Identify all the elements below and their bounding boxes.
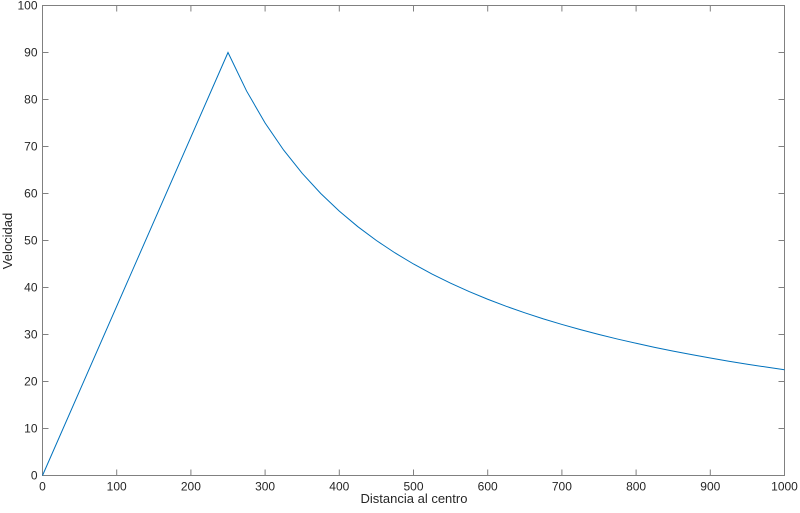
x-axis-label: Distancia al centro (361, 491, 468, 506)
y-tick-label: 40 (24, 281, 38, 295)
x-tick-label: 200 (181, 480, 201, 494)
y-tick-label: 100 (17, 0, 37, 13)
y-tick-label: 60 (24, 187, 38, 201)
axes: 0 100 200 300 400 500 600 700 800 900 1000 0 10 20 30 4… (17, 0, 798, 494)
x-tick-label: 900 (700, 480, 720, 494)
plot-lines (42, 51, 785, 476)
x-tick-label: 1000 (771, 480, 798, 494)
x-tick-label: 800 (626, 480, 646, 494)
x-tick-label: 700 (552, 480, 572, 494)
x-tick-label: 300 (255, 480, 275, 494)
y-tick-label: 70 (24, 140, 38, 154)
y-tick-label: 0 (31, 469, 38, 483)
y-tick-label: 90 (24, 46, 38, 60)
y-tick-label: 80 (24, 93, 38, 107)
x-tick-label: 600 (478, 480, 498, 494)
x-tick-label: 500 (403, 480, 423, 494)
y-tick-label: 30 (24, 328, 38, 342)
x-tick-label: 100 (107, 480, 127, 494)
x-tick-label: 0 (39, 480, 46, 494)
axes-box (42, 5, 785, 476)
y-tick-label: 10 (24, 422, 38, 436)
y-axis-label: Velocidad (0, 213, 15, 269)
y-tick-label: 20 (24, 375, 38, 389)
series-line (42, 51, 785, 476)
y-tick-label: 50 (24, 234, 38, 248)
x-tick-label: 400 (329, 480, 349, 494)
